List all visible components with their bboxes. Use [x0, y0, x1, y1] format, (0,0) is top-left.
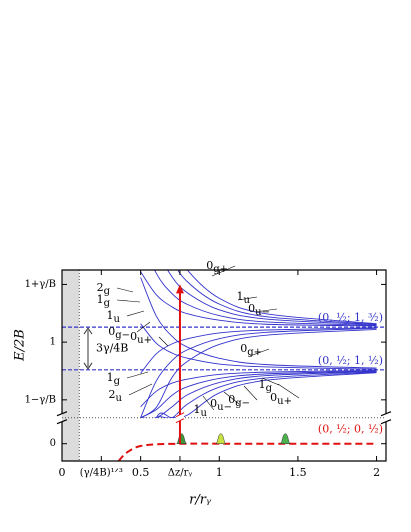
label-leader — [237, 296, 258, 301]
x-tick-label: 0.5 — [132, 466, 150, 479]
energy-curve — [177, 270, 377, 325]
curve-label: 0u− — [210, 397, 232, 413]
label-leader — [126, 371, 149, 379]
curve-label: 0u+ — [270, 391, 292, 407]
energy-curve — [154, 270, 377, 326]
peak — [280, 433, 291, 444]
label-leader — [277, 383, 300, 399]
energy-curve — [140, 370, 377, 418]
energy-curve — [140, 277, 377, 369]
level-label: (0, ½; 1, ³⁄₂) — [318, 311, 383, 324]
y-tick-label: 0 — [50, 438, 56, 449]
label-leader — [202, 395, 215, 411]
label-leader — [211, 265, 236, 277]
energy-curve — [140, 323, 377, 370]
label-leader — [158, 336, 169, 347]
label-leader — [136, 321, 151, 333]
level-label: (0, ½; 1, ½) — [318, 354, 383, 367]
arrow-head — [175, 284, 184, 294]
curve-label: 0u+ — [130, 330, 152, 346]
label-leader — [116, 287, 134, 293]
x-tick-label: (γ/4B)¹ᐟ³ — [80, 468, 123, 479]
energy-curve — [155, 372, 377, 418]
energy-curve — [140, 328, 377, 418]
arrow-break — [175, 414, 184, 421]
energy-curve — [140, 327, 377, 418]
curve-label: 2g — [97, 281, 111, 297]
label-leader — [261, 377, 280, 386]
ground-curve — [117, 442, 377, 461]
curve-label: 0u− — [248, 302, 270, 318]
peak — [176, 433, 187, 444]
x-tick-label: 1 — [216, 466, 223, 479]
y-tick-label: 1+γ/B — [25, 279, 56, 290]
curve-label: 1g — [107, 371, 121, 387]
curve-label: 0g− — [228, 393, 250, 409]
curve-label: 1g — [259, 378, 273, 394]
gap-arrow-head — [83, 327, 93, 370]
label-leader — [249, 348, 270, 357]
curves-upper — [140, 270, 377, 418]
label-leader — [243, 385, 258, 401]
x-axis-label: r/rᵧ — [189, 493, 211, 508]
x-tick-label: 1.5 — [289, 466, 307, 479]
gap-label: 3γ/4B — [96, 341, 128, 354]
label-leader — [128, 383, 153, 396]
peak — [215, 433, 226, 444]
y-tick-label: 1−γ/B — [25, 394, 56, 405]
ground-label: (0, ½; 0, ½) — [318, 423, 383, 436]
label-leader — [223, 391, 240, 405]
y-axis-label: E/2B — [13, 329, 28, 362]
label-leader — [116, 299, 141, 303]
curve-label: 0g+ — [240, 342, 262, 358]
energy-curve — [140, 369, 377, 408]
break-mark — [380, 411, 392, 425]
curve-label: 2u — [109, 388, 123, 404]
curve-label: 1g — [97, 293, 111, 309]
x-tick-label: 2 — [373, 466, 380, 479]
energy-curve — [166, 270, 377, 326]
x-tick-label: Δz/rᵧ — [168, 468, 193, 479]
shaded-band — [62, 270, 80, 461]
energy-curve — [186, 270, 377, 325]
energy-curve — [140, 327, 377, 374]
y-tick-label: 1 — [50, 337, 56, 348]
arrow-break-mark — [175, 412, 185, 424]
curve-label: 1u — [194, 403, 208, 419]
curve-label: 1u — [237, 290, 251, 306]
curves-lower — [117, 442, 377, 461]
label-leader — [126, 310, 145, 317]
curve-label: 0g+ — [206, 259, 228, 275]
energy-curve — [140, 271, 377, 327]
curve-label: 1u — [107, 309, 121, 325]
x-tick-label: 0 — [59, 466, 66, 479]
curve-label: 0g− — [108, 325, 130, 341]
break-mark — [56, 411, 68, 425]
label-leader — [254, 308, 278, 313]
